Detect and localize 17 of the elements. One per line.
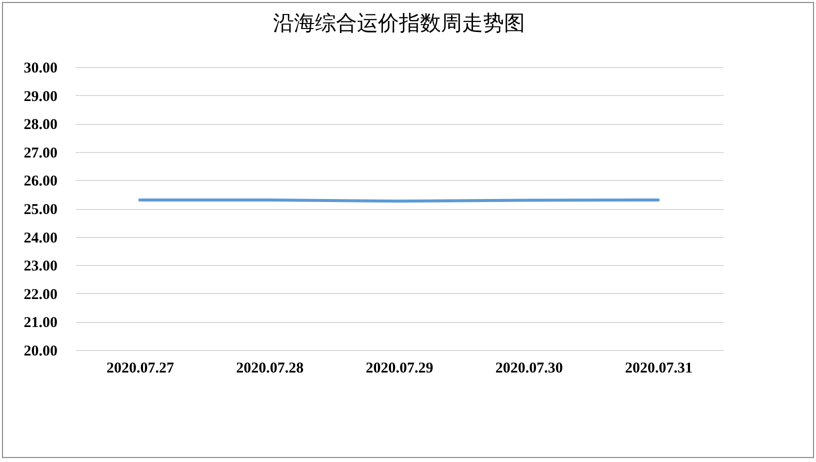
x-tick-label: 2020.07.30 — [495, 360, 563, 376]
y-tick-label: 21.00 — [24, 315, 58, 332]
y-tick-label: 26.00 — [24, 174, 58, 190]
y-tick-label: 22.00 — [24, 286, 58, 303]
y-tick-label: 29.00 — [24, 88, 58, 105]
y-tick-label: 27.00 — [24, 145, 58, 162]
x-tick-label: 2020.07.31 — [624, 360, 692, 376]
y-tick-label: 25.00 — [24, 202, 58, 218]
x-tick-label: 2020.07.27 — [106, 360, 175, 376]
x-tick-label: 2020.07.28 — [236, 360, 304, 376]
y-tick-label: 20.00 — [24, 344, 58, 360]
y-tick-label: 30.00 — [24, 60, 58, 76]
chart-title: 沿海综合运价指数周走势图 — [273, 11, 525, 35]
y-tick-label: 28.00 — [24, 117, 58, 134]
x-tick-label: 2020.07.29 — [366, 360, 434, 376]
y-tick-label: 23.00 — [24, 258, 58, 275]
y-tick-label: 24.00 — [24, 230, 58, 246]
